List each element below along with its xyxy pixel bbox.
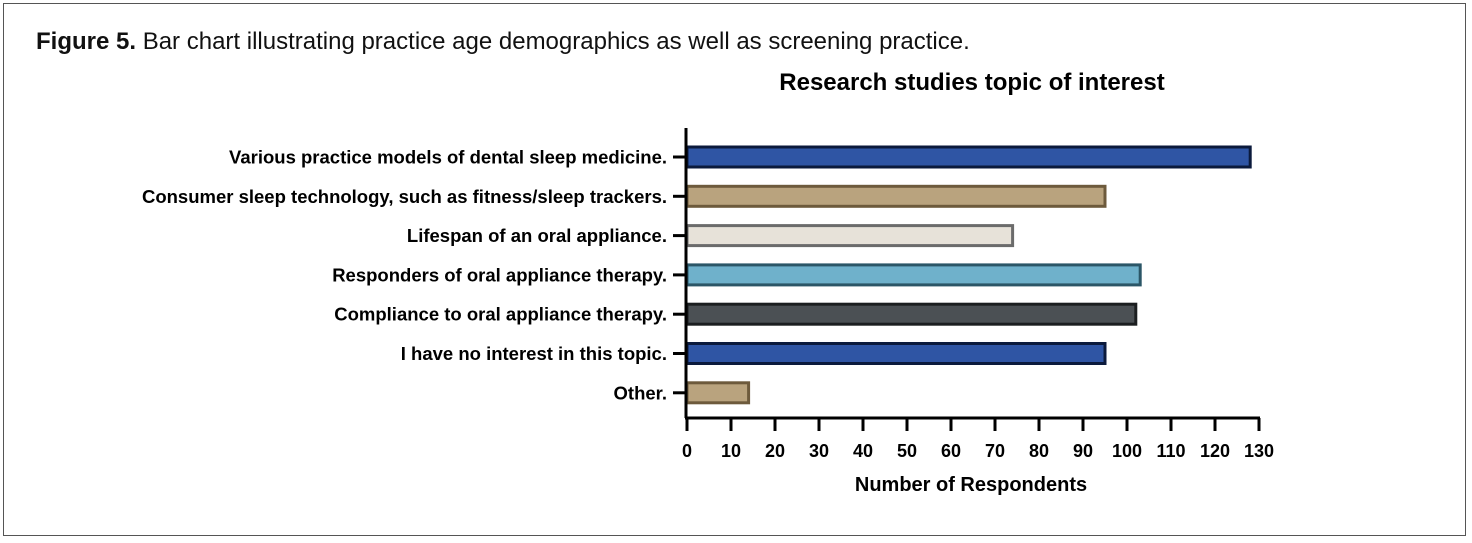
x-tick-label: 80 [1029,441,1049,461]
x-tick-label: 0 [682,441,692,461]
x-tick-label: 70 [985,441,1005,461]
category-labels: Various practice models of dental sleep … [142,147,686,403]
x-tick-label: 50 [897,441,917,461]
category-label: Other. [614,382,667,403]
category-label: Consumer sleep technology, such as fitne… [142,186,667,207]
bar [685,381,751,405]
x-tick-label: 100 [1112,441,1142,461]
category-label: I have no interest in this topic. [401,343,667,364]
x-tick-label: 10 [721,441,741,461]
x-tick-label: 20 [765,441,785,461]
figure-caption: Figure 5. Bar chart illustrating practic… [36,28,970,56]
bar [685,263,1142,287]
bar [685,302,1138,326]
bar [685,224,1015,248]
x-tick-label: 130 [1244,441,1274,461]
bar [685,342,1107,365]
figure-label: Figure 5. [36,28,137,55]
x-axis-label: Number of Respondents [855,474,1087,496]
x-tick-label: 60 [941,441,961,461]
x-tick-label: 110 [1156,441,1185,461]
x-tick-label: 120 [1200,441,1230,461]
category-label: Various practice models of dental sleep … [229,147,667,168]
x-axis-ticks: 0 10 20 30 40 50 60 70 80 90 100 110 120 130 [682,418,1274,461]
category-label: Compliance to oral appliance therapy. [334,304,667,325]
x-tick-label: 30 [809,441,829,461]
bar [685,184,1107,208]
figure-caption-text: Bar chart illustrating practice age demo… [142,28,970,55]
chart-title: Research studies topic of interest [779,69,1164,96]
x-tick-label: 40 [853,441,873,461]
category-label: Responders of oral appliance therapy. [332,264,667,285]
category-label: Lifespan of an oral appliance. [407,225,667,246]
bar [685,145,1252,169]
x-tick-label: 90 [1073,441,1093,461]
bars-group [685,145,1252,405]
